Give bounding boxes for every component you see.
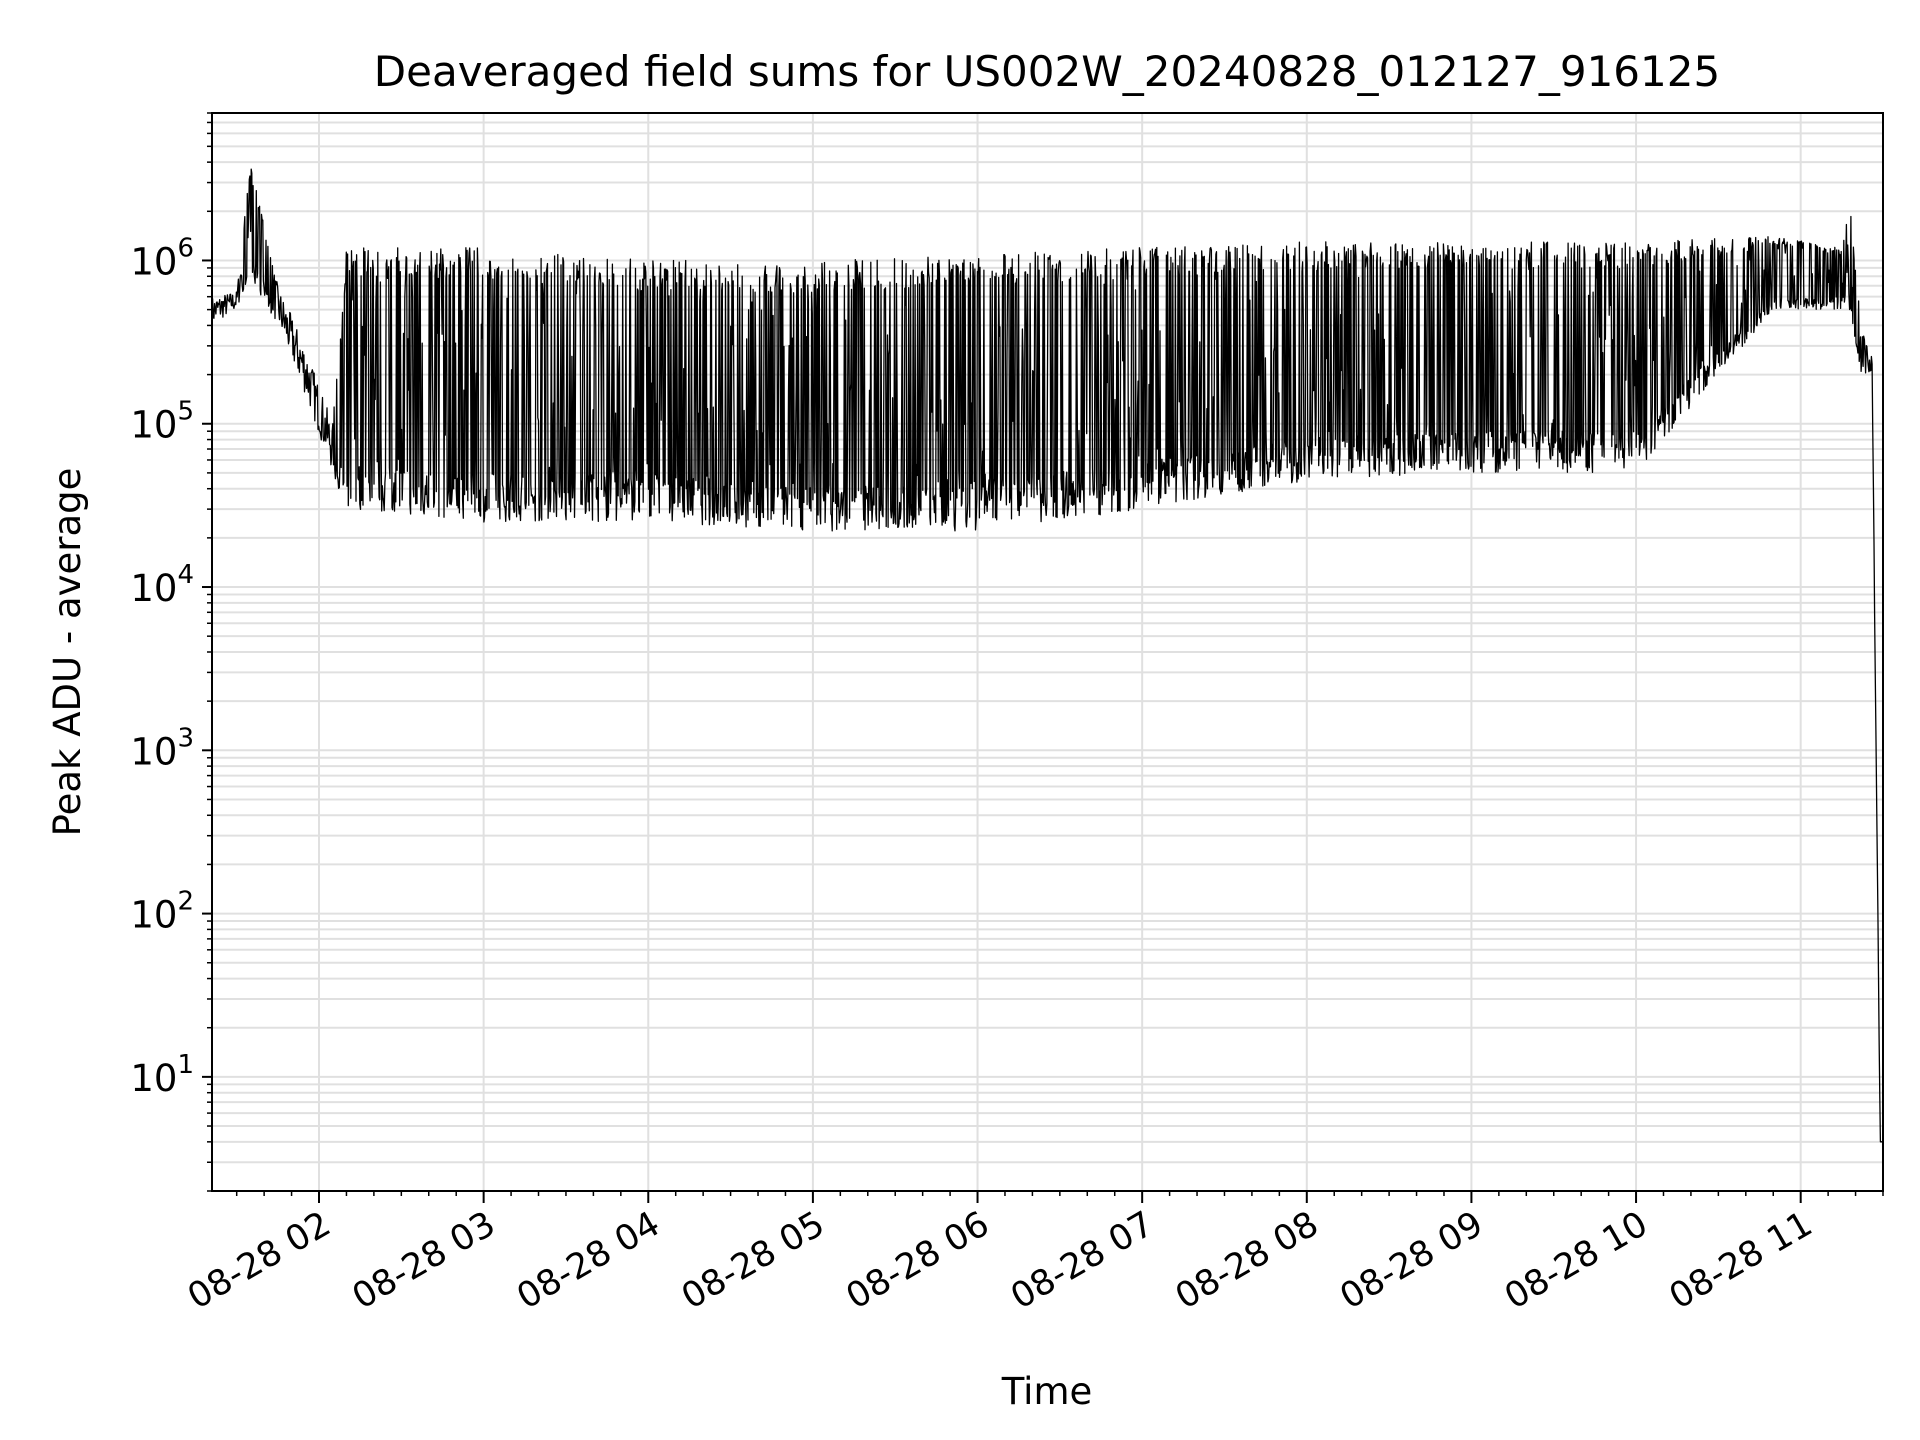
series-line (211, 168, 1884, 1143)
data-series (211, 168, 1884, 1143)
y-axis-label: Peak ADU - average (46, 468, 89, 837)
y-tick-label: 102 (130, 887, 194, 937)
chart-title: Deaveraged field sums for US002W_2024082… (374, 47, 1720, 96)
y-tick-label: 104 (130, 560, 194, 610)
x-axis-label: Time (1001, 1370, 1093, 1413)
y-tick-label: 106 (130, 233, 194, 283)
y-tick-label: 105 (130, 397, 194, 447)
y-tick-label: 101 (130, 1050, 194, 1100)
y-tick-label: 103 (130, 723, 194, 773)
